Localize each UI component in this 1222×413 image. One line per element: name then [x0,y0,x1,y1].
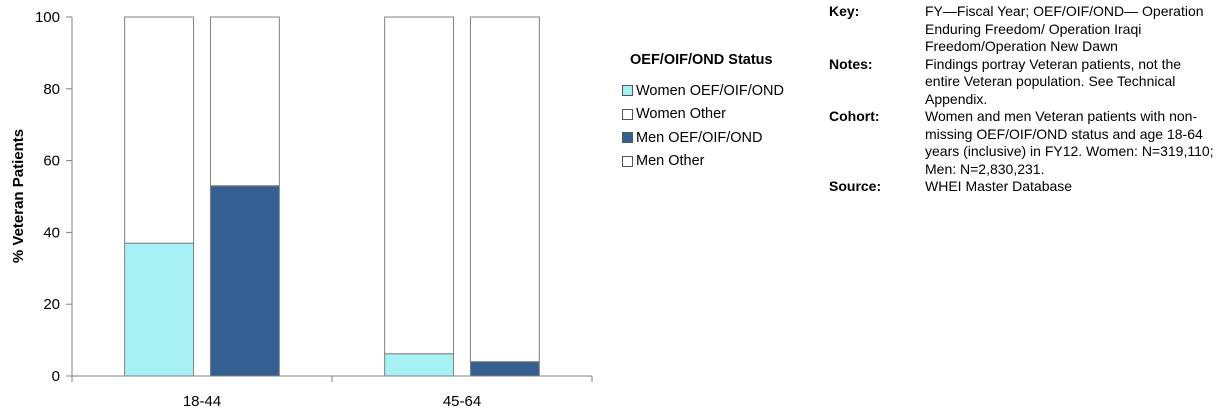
legend: OEF/OIF/OND Status Women OEF/OIF/OND Wom… [622,52,784,173]
note-term: Cohort: [829,108,880,124]
y-axis-label: % Veteran Patients [10,129,27,263]
legend-title: OEF/OIF/OND Status [630,52,773,68]
x-ticks-group: 18-44 45-64 [71,376,593,410]
y-tick-label: 100 [35,9,60,26]
x-tick-label: 18-44 [183,393,221,410]
note-text: WHEI Master Database [925,178,1073,194]
legend-item-men-oef: Men OEF/OIF/OND [622,126,784,150]
legend-swatch [622,108,633,120]
legend-label: Women OEF/OIF/OND [636,82,784,99]
legend-label: Men Other [636,153,705,170]
legend-item-women-oef: Women OEF/OIF/OND [622,79,784,103]
bar-chart: 0 20 40 60 80 100 18-44 45-64 % Veteran Patien… [10,9,593,410]
legend-item-men-other: Men Other [622,150,784,174]
legend-item-women-other: Women Other [622,103,784,127]
bar-men-other-45-64 [469,16,540,363]
note-row-key: Key: FY—Fiscal Year; OEF/OIF/OND— Operat… [829,3,1219,56]
note-text: FY—Fiscal Year; OEF/OIF/OND— Operation E… [925,3,1204,54]
note-text: Findings portray Veteran patients, not t… [925,55,1182,107]
y-tick-label: 0 [52,368,60,385]
bar-women-other-45-64 [384,16,455,355]
note-text: Women and men Veteran patients with non-… [925,108,1214,177]
x-tick-label: 45-64 [443,393,481,410]
legend-label: Women Other [636,106,726,123]
note-row-source: Source: WHEI Master Database [829,178,1219,196]
y-tick-label: 20 [43,296,60,313]
legend-label: Men OEF/OIF/OND [636,129,763,146]
bar-women-other-18-44 [124,16,195,244]
legend-swatch [622,85,633,97]
note-term: Source: [829,178,882,194]
note-term: Notes: [829,55,873,72]
y-ticks-group: 0 20 40 60 80 100 [35,9,72,385]
bar-men-oef-oif-ond-18-44 [209,185,280,377]
notes-panel: Key: FY—Fiscal Year; OEF/OIF/OND— Operat… [829,3,1219,196]
legend-swatch [622,132,633,144]
bars-group [124,16,540,377]
bar-women-oef-oif-ond-18-44 [124,242,195,377]
note-row-cohort: Cohort: Women and men Veteran patients w… [829,108,1219,178]
bar-women-oef-oif-ond-45-64 [384,353,455,377]
bar-men-other-18-44 [209,16,280,187]
y-tick-label: 80 [43,81,60,98]
legend-swatch [622,155,633,167]
y-tick-label: 40 [43,224,60,241]
note-term: Key: [829,3,860,19]
note-row-notes: Notes: Findings portray Veteran patients… [829,56,1219,109]
bar-men-oef-oif-ond-45-64 [469,361,540,377]
y-tick-label: 60 [43,153,60,170]
